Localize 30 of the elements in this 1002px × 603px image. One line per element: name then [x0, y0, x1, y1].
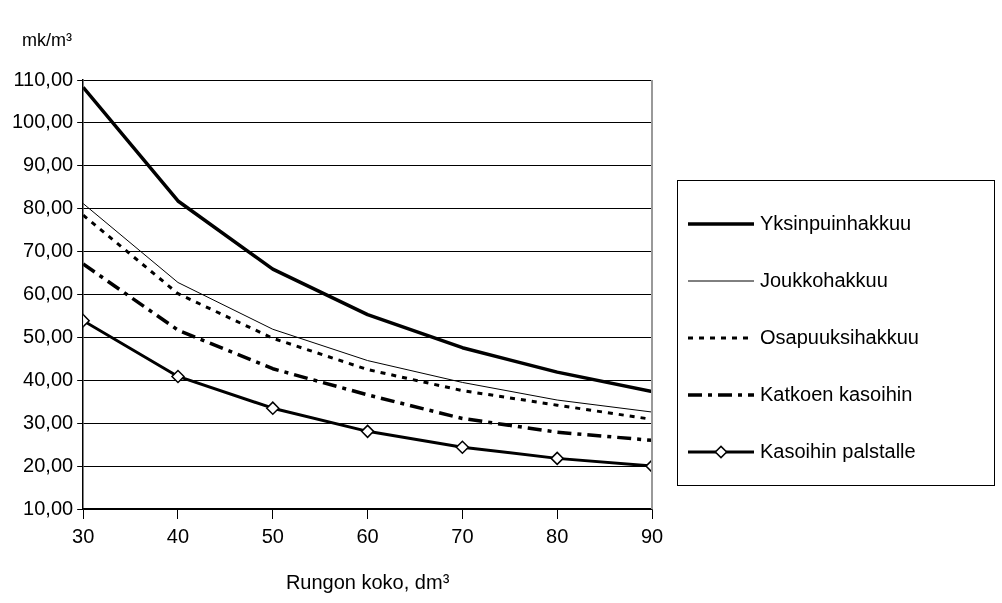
legend-label: Joukkohakkuu [760, 269, 888, 292]
legend-label: Osapuuksihakkuu [760, 326, 919, 349]
y-tick-label: 20,00 [23, 453, 74, 476]
point [455, 440, 470, 454]
x-tick-label: 30 [72, 524, 95, 547]
x-tick-label: 60 [356, 524, 379, 547]
legend-label: Katkoen kasoihin [760, 383, 913, 406]
x-axis-title: Rungon koko, dm³ [285, 570, 450, 593]
legend-label: Kasoihin palstalle [760, 440, 916, 463]
y-tick-label: 70,00 [23, 239, 74, 262]
point [550, 451, 564, 466]
x-tick-label: 90 [640, 524, 664, 547]
x-tick-label: 70 [451, 524, 474, 547]
y-tick-label: 30,00 [23, 410, 74, 433]
point [171, 369, 185, 384]
y-tick-label: 90,00 [23, 153, 74, 176]
y-tick-label: 50,00 [23, 324, 74, 347]
x-tick-label: 40 [166, 524, 190, 547]
y-tick-label: 10,00 [23, 496, 74, 519]
point [360, 424, 375, 439]
y-tick-label: 40,00 [23, 367, 74, 390]
x-tick-label: 50 [261, 524, 284, 547]
y-tick-label: 100,00 [12, 110, 74, 133]
y-tick-label: 60,00 [23, 282, 74, 305]
y-tick-label: 80,00 [23, 196, 74, 219]
y-tick-label: 110,00 [13, 67, 74, 90]
x-tick-label: 80 [546, 524, 569, 547]
legend-label: Yksinpuinhakkuu [760, 212, 912, 235]
y-axis-title: mk/m³ [22, 30, 72, 51]
point [266, 401, 280, 415]
